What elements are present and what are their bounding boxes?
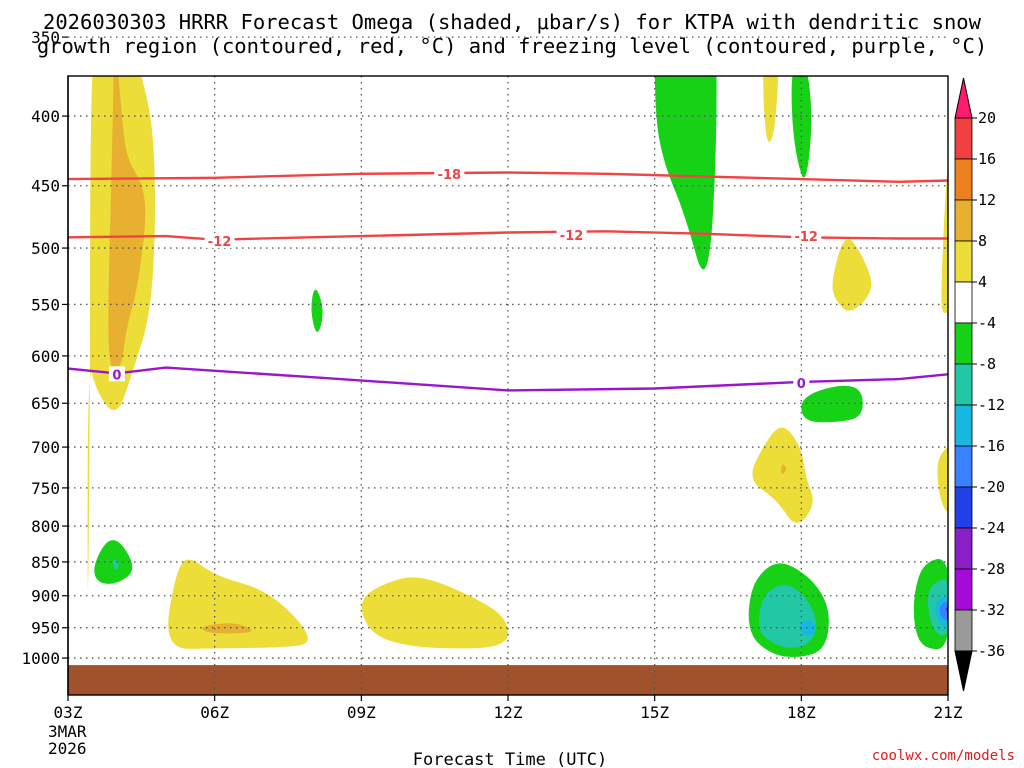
colorbar-label-7: -12 <box>978 396 1005 414</box>
colorbar-label-6: -8 <box>978 355 996 373</box>
contour-label-dgz-12c: -12 <box>560 229 584 244</box>
x-tick-label-06Z: 06Z <box>200 703 229 722</box>
omega-region-upward-8-12-low-06z <box>202 623 252 634</box>
colorbar-label-1: 16 <box>978 150 996 168</box>
y-tick-label-750: 750 <box>31 479 60 498</box>
y-tick-label-600: 600 <box>31 347 60 366</box>
omega-region-downward-4-8-mid-18z-19z <box>801 385 863 423</box>
colorbar-label-12: -32 <box>978 601 1005 619</box>
contour-label-bg <box>556 226 587 242</box>
omega-region-downward-4-8-upper-18z <box>791 76 812 178</box>
contour-label-bg <box>204 232 235 248</box>
contour-dgz-18c <box>68 171 948 184</box>
colorbar-label-10: -24 <box>978 519 1005 537</box>
y-tick-label-500: 500 <box>31 239 60 258</box>
colorbar-segment-4 <box>954 281 973 324</box>
colorbar: 20 16 12 8 4 -4 -8 -12 -16 -20 -24 -28 -32 -36 <box>954 77 1005 692</box>
omega-region-downward-4-8-upper-15z-16z <box>654 76 717 270</box>
x-year-label: 2026 <box>48 739 87 758</box>
omega-region-downward-4-8-small-08z <box>311 289 323 332</box>
omega-region-upward-low-level-05z-07z <box>168 559 308 649</box>
contour-label-bg <box>793 374 810 390</box>
contour-label-freezing-level-label-2: 0 <box>797 377 806 392</box>
colorbar-label-2: 12 <box>978 191 996 209</box>
contour-label-bg <box>108 366 125 382</box>
omega-region-upward-4-8-right-edge-low <box>937 447 948 512</box>
omega-region-upward-8-12-early-core <box>108 76 146 372</box>
x-tick-label-18Z: 18Z <box>787 703 816 722</box>
x-tick-label-09Z: 09Z <box>347 703 376 722</box>
colorbar-segment-0 <box>954 117 973 160</box>
y-tick-label-550: 550 <box>31 295 60 314</box>
contour-label-dgz-12c-label-1: -12 <box>208 235 232 250</box>
omega-region-upward-4-8-mid-17z-18z <box>752 427 813 523</box>
colorbar-segment-11 <box>954 568 973 611</box>
omega-region-upward-8-12-small-17z <box>781 464 787 474</box>
omega-region-upward-low-level-09z-12z <box>361 577 508 649</box>
colorbar-segment-5 <box>954 322 973 365</box>
colorbar-segment-9 <box>954 486 973 529</box>
contour-label-bg <box>434 165 465 181</box>
contour-label-dgz-12c-label-2: -12 <box>794 230 818 245</box>
grid-lines <box>68 36 948 695</box>
colorbar-segment-1 <box>954 158 973 201</box>
omega-region-upward-4-8-upper-17z <box>763 76 779 142</box>
colorbar-label-13: -36 <box>978 642 1005 660</box>
y-tick-label-400: 400 <box>31 107 60 126</box>
y-tick-label-900: 900 <box>31 587 60 606</box>
contour-labels: -18 -12 -12 -12 0 0 <box>108 165 822 392</box>
colorbar-segment-7 <box>954 404 973 447</box>
chart-title: 2026030303 HRRR Forecast Omega (shaded, … <box>37 10 987 58</box>
title-line-2: growth region (contoured, red, °C) and f… <box>37 34 987 58</box>
y-tick-label-1000: 1000 <box>21 649 60 668</box>
colorbar-label-8: -16 <box>978 437 1005 455</box>
y-tick-label-950: 950 <box>31 619 60 638</box>
colorbar-label-3: 8 <box>978 232 987 250</box>
colorbar-label-11: -28 <box>978 560 1005 578</box>
contour-label-bg <box>791 228 822 244</box>
colorbar-label-9: -20 <box>978 478 1005 496</box>
omega-region-downward-12-16-low-18z <box>799 620 817 637</box>
x-tick-label-15Z: 15Z <box>640 703 669 722</box>
credit-text[interactable]: coolwx.com/models <box>872 748 1015 764</box>
x-date-label: 3MAR <box>48 722 87 741</box>
x-tick-label-12Z: 12Z <box>494 703 523 722</box>
contour-label-dgz-18c: -18 <box>438 168 462 183</box>
colorbar-segment-8 <box>954 445 973 488</box>
axes: 2503003504004505005506006507007508008509… <box>21 28 963 758</box>
x-tick-label-03Z: 03Z <box>54 703 83 722</box>
x-tick-label-21Z: 21Z <box>934 703 963 722</box>
colorbar-segment-3 <box>954 240 973 283</box>
omega-regions <box>87 76 948 657</box>
colorbar-triangle-bottom <box>954 650 973 692</box>
colorbar-triangle-top <box>954 77 973 119</box>
plot-area: -18 -12 -12 -12 0 0 <box>68 36 948 695</box>
title-line-1: 2026030303 HRRR Forecast Omega (shaded, … <box>43 10 982 34</box>
colorbar-label-0: 20 <box>978 109 996 127</box>
colorbar-segment-12 <box>954 609 973 652</box>
y-tick-label-800: 800 <box>31 517 60 536</box>
colorbar-segment-10 <box>954 527 973 570</box>
omega-region-upward-4-8-mid-19z <box>832 239 872 311</box>
y-tick-label-850: 850 <box>31 553 60 572</box>
terrain-strip <box>68 665 948 695</box>
colorbar-label-5: -4 <box>978 314 996 332</box>
y-tick-label-350: 350 <box>31 28 60 47</box>
y-tick-label-700: 700 <box>31 438 60 457</box>
contour-freezing-level <box>68 366 948 392</box>
x-axis-title: Forecast Time (UTC) <box>413 750 607 768</box>
y-tick-label-650: 650 <box>31 394 60 413</box>
colorbar-segment-6 <box>954 363 973 406</box>
colorbar-label-4: 4 <box>978 273 987 291</box>
contour-label-freezing-level: 0 <box>112 368 121 383</box>
omega-region-upward-4-8-right-edge-mid <box>941 165 948 314</box>
colorbar-segment-2 <box>954 199 973 242</box>
y-tick-label-450: 450 <box>31 177 60 196</box>
omega-region-downward-16-20-right-edge-low <box>939 601 948 621</box>
